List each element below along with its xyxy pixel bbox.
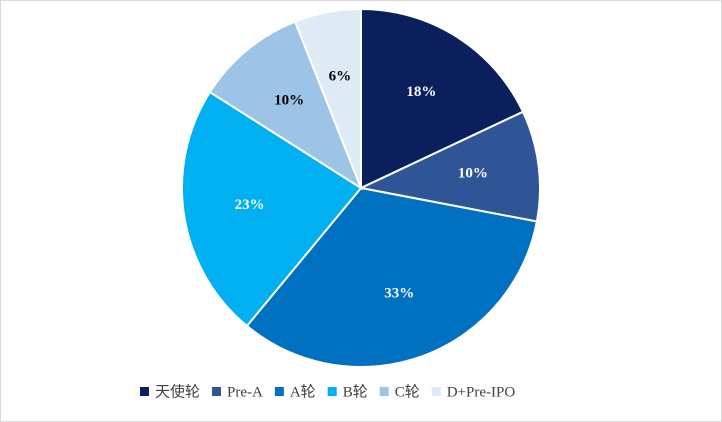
pie-slice [245,186,538,368]
pie-slice [181,90,363,328]
legend-swatch [140,387,149,396]
legend-label: A轮 [290,383,316,400]
legend-swatch [379,387,389,396]
data-label: 10% [458,165,488,181]
data-label: 33% [384,286,414,302]
pie-slice [293,7,362,189]
pie-slice [357,110,541,223]
data-label: 6% [329,69,352,85]
legend-label: 天使轮 [155,383,200,400]
pie-slice [360,7,525,190]
legend-swatch [274,387,284,396]
legend-swatch [431,387,441,396]
legend-swatch [212,387,222,396]
legend-label: C轮 [395,383,420,400]
legend-label: B轮 [343,383,368,400]
data-label: 18% [406,84,436,100]
data-label: 10% [274,93,304,109]
legend-swatch [327,387,337,396]
data-label: 23% [235,197,265,213]
legend-label: D+Pre-IPO [447,384,516,400]
legend-label: Pre-A [227,384,263,400]
pie-slice [208,20,364,191]
